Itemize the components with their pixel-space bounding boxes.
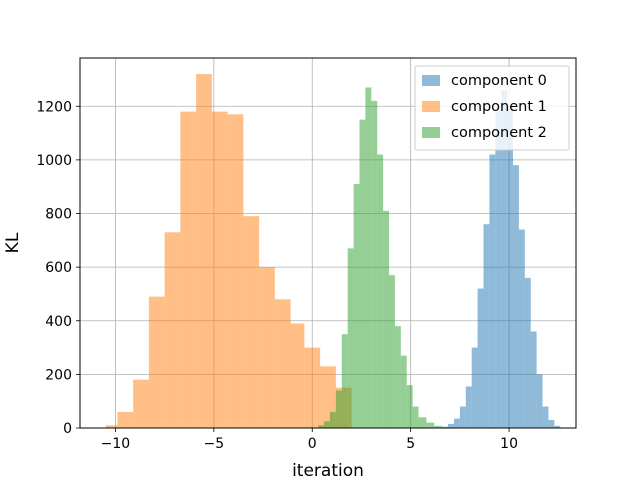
bar-s0-10 bbox=[501, 90, 508, 428]
bar-s2-9 bbox=[371, 100, 378, 428]
bar-s0-15 bbox=[530, 331, 537, 428]
bar-s0-8 bbox=[489, 154, 496, 429]
bar-s2-8 bbox=[365, 87, 372, 429]
bar-s1-0 bbox=[105, 425, 118, 428]
y-tick-label-6: 1200 bbox=[36, 99, 72, 115]
legend-swatch-0 bbox=[422, 75, 440, 86]
bar-s1-8 bbox=[227, 114, 244, 428]
bar-s2-17 bbox=[418, 417, 427, 428]
bar-s1-12 bbox=[290, 323, 305, 428]
bar-s1-11 bbox=[274, 299, 291, 428]
series-1 bbox=[105, 74, 352, 428]
legend-label-1: component 1 bbox=[451, 99, 547, 115]
bar-s2-19 bbox=[434, 425, 443, 428]
bar-s1-13 bbox=[304, 347, 321, 428]
legend-label-0: component 0 bbox=[451, 73, 547, 89]
bars bbox=[105, 74, 561, 429]
legend-swatch-2 bbox=[422, 127, 440, 138]
bar-s1-1 bbox=[117, 411, 134, 428]
legend-label-2: component 2 bbox=[451, 125, 547, 141]
bar-s2-12 bbox=[389, 275, 395, 428]
bar-s2-14 bbox=[400, 355, 407, 428]
bar-s1-4 bbox=[164, 232, 181, 428]
bar-s2-13 bbox=[394, 326, 401, 428]
bar-s0-4 bbox=[465, 386, 472, 428]
legend-box bbox=[414, 65, 570, 151]
bar-s2-11 bbox=[383, 210, 390, 428]
x-tick-label-2: 0 bbox=[308, 436, 317, 452]
bar-s1-10 bbox=[259, 267, 275, 428]
x-tick-label-4: 10 bbox=[500, 436, 518, 452]
bar-s0-17 bbox=[542, 406, 549, 428]
x-tick-label-3: 5 bbox=[406, 436, 415, 452]
bar-s1-6 bbox=[196, 74, 212, 428]
bar-s0-3 bbox=[459, 406, 466, 428]
bar-s1-9 bbox=[243, 216, 260, 428]
legend: component 0 component 1 component 2 bbox=[414, 65, 570, 151]
bar-s0-13 bbox=[518, 229, 525, 428]
bar-s0-14 bbox=[524, 277, 531, 428]
bar-s2-16 bbox=[412, 406, 419, 428]
bar-s1-7 bbox=[211, 111, 228, 428]
y-tick-label-4: 800 bbox=[45, 207, 72, 223]
bar-s0-7 bbox=[483, 224, 490, 428]
x-axis-label: iteration bbox=[292, 461, 364, 480]
bar-s0-9 bbox=[495, 111, 502, 428]
legend-swatch-1 bbox=[422, 101, 440, 112]
series-2 bbox=[318, 87, 443, 429]
x-tick-label-1: −5 bbox=[204, 436, 225, 452]
x-tick-label-0: −10 bbox=[101, 436, 131, 452]
bar-s2-2 bbox=[329, 411, 336, 428]
bar-s0-18 bbox=[548, 419, 555, 428]
y-tick-label-0: 0 bbox=[63, 421, 72, 437]
y-tick-label-1: 200 bbox=[45, 367, 72, 383]
series-0 bbox=[442, 90, 561, 429]
bar-s0-1 bbox=[448, 423, 454, 428]
bar-s2-6 bbox=[353, 184, 360, 428]
plot-frame bbox=[79, 57, 577, 429]
bar-s0-12 bbox=[513, 165, 519, 428]
bar-s2-18 bbox=[426, 422, 435, 428]
bar-s0-2 bbox=[453, 418, 460, 428]
bar-s0-16 bbox=[536, 374, 543, 428]
bar-s0-19 bbox=[554, 425, 561, 428]
bar-s2-4 bbox=[341, 334, 348, 428]
bar-s2-5 bbox=[347, 248, 354, 428]
bar-s1-5 bbox=[180, 111, 197, 428]
bar-s0-5 bbox=[471, 347, 478, 428]
bar-s1-2 bbox=[133, 379, 149, 428]
bar-s0-0 bbox=[442, 426, 449, 428]
x-axis: −10 −5 0 5 10 bbox=[101, 428, 518, 452]
y-tick-label-5: 1000 bbox=[36, 153, 72, 169]
bar-s2-3 bbox=[335, 390, 342, 428]
y-tick-label-2: 400 bbox=[45, 314, 72, 330]
bar-s2-0 bbox=[318, 425, 325, 428]
bar-s0-6 bbox=[477, 288, 484, 428]
bar-s2-1 bbox=[324, 421, 330, 428]
y-axis-label: KL bbox=[3, 232, 23, 253]
y-axis: 0 200 400 600 800 1000 1200 bbox=[36, 99, 80, 437]
bar-s2-7 bbox=[359, 119, 366, 429]
bar-s2-15 bbox=[406, 385, 413, 428]
bar-s1-3 bbox=[148, 296, 165, 428]
y-tick-label-3: 600 bbox=[45, 260, 72, 276]
bar-s2-10 bbox=[377, 154, 384, 429]
bar-s0-11 bbox=[507, 106, 514, 429]
